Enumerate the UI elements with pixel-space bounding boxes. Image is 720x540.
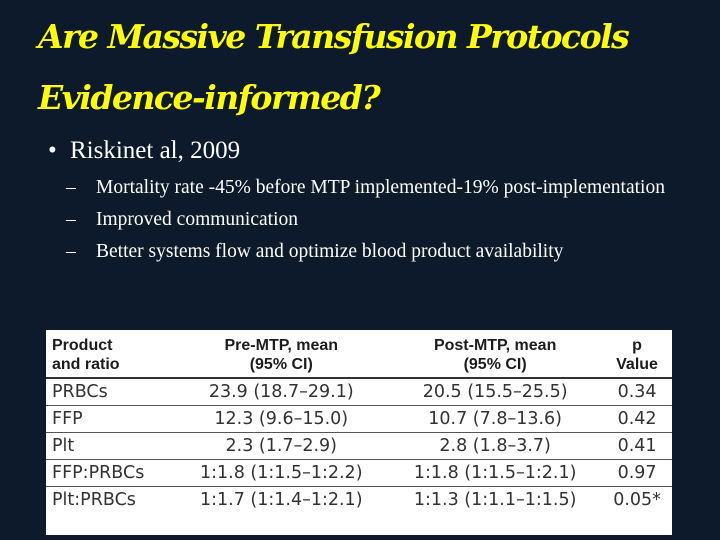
cell-product: FFP xyxy=(46,405,175,433)
cell-product: Plt:PRBCs xyxy=(52,490,136,510)
header-p-value: p Value xyxy=(616,337,658,373)
cell-post: 10.7 (7.8–13.6) xyxy=(388,405,603,433)
cell-post: 1:1.8 (1:1.5–1:2.1) xyxy=(388,459,603,487)
bullet-item: • Riskinet al, 2009 xyxy=(48,134,698,168)
cell-p: 0.42 xyxy=(602,405,672,433)
slide-title-line-1: Are Massive Transfusion Protocols xyxy=(38,17,630,56)
sub-bullet-marker: – xyxy=(66,241,76,262)
slide-title: Are Massive Transfusion Protocols Eviden… xyxy=(38,6,698,128)
sub-bullet-item: – Better systems flow and optimize blood… xyxy=(66,240,698,264)
table-row: Plt 2.3 (1.7–2.9) 2.8 (1.8–3.7) 0.41 xyxy=(46,432,672,460)
cell-p: 0.97 xyxy=(602,459,672,487)
cell-post: 2.8 (1.8–3.7) xyxy=(388,432,603,460)
slide-title-line-2: Evidence-informed? xyxy=(38,78,381,117)
cell-p: 0.05* xyxy=(613,490,661,510)
sub-bullet-text: Better systems flow and optimize blood p… xyxy=(96,241,564,262)
table-row: FFP 12.3 (9.6–15.0) 10.7 (7.8–13.6) 0.42 xyxy=(46,405,672,433)
cell-pre: 1:1.8 (1:1.5–1:2.2) xyxy=(174,459,389,487)
cell-product: Plt xyxy=(46,432,175,460)
bullet-list: • Riskinet al, 2009 – Mortality rate -45… xyxy=(48,134,698,272)
sub-bullet-item: – Improved communication xyxy=(66,208,698,232)
sub-bullet-text: Mortality rate -45% before MTP implement… xyxy=(96,177,665,198)
cell-p: 0.41 xyxy=(602,432,672,460)
sub-bullet-marker: – xyxy=(66,177,76,198)
sub-bullet-text: Improved communication xyxy=(96,209,298,230)
cell-pre: 2.3 (1.7–2.9) xyxy=(174,432,389,460)
cell-post: 20.5 (15.5–25.5) xyxy=(388,378,603,406)
cell-pre: 23.9 (18.7–29.1) xyxy=(174,378,389,406)
cell-pre: 12.3 (9.6–15.0) xyxy=(174,405,389,433)
sub-bullet-marker: – xyxy=(66,209,76,230)
table-row: FFP:PRBCs 1:1.8 (1:1.5–1:2.2) 1:1.8 (1:1… xyxy=(46,459,672,487)
cell-product: FFP:PRBCs xyxy=(46,459,175,487)
table-row: PRBCs 23.9 (18.7–29.1) 20.5 (15.5–25.5) … xyxy=(46,378,672,406)
sub-bullet-item: – Mortality rate -45% before MTP impleme… xyxy=(66,176,698,200)
table-header-row: Product and ratio Pre-MTP, mean (95% CI) P… xyxy=(46,330,672,378)
results-table: Product and ratio Pre-MTP, mean (95% CI) P… xyxy=(46,330,672,513)
cell-pre: 1:1.7 (1:1.4–1:2.1) xyxy=(199,490,363,510)
cell-product: PRBCs xyxy=(46,378,175,406)
header-pre-mtp: Pre-MTP, mean (95% CI) xyxy=(224,337,339,373)
header-product: Product and ratio xyxy=(52,337,120,373)
bullet-text: Riskinet al, 2009 xyxy=(70,137,241,164)
bullet-marker: • xyxy=(48,137,57,164)
cell-p: 0.34 xyxy=(602,378,672,406)
results-table-image: Product and ratio Pre-MTP, mean (95% CI) P… xyxy=(46,330,672,535)
table-row: Plt:PRBCs 1:1.7 (1:1.4–1:2.1) 1:1.3 (1:1… xyxy=(46,487,672,514)
header-post-mtp: Post-MTP, mean (95% CI) xyxy=(433,337,557,373)
sub-bullet-list: – Mortality rate -45% before MTP impleme… xyxy=(48,176,698,264)
cell-post: 1:1.3 (1:1.1–1:1.5) xyxy=(413,490,577,510)
